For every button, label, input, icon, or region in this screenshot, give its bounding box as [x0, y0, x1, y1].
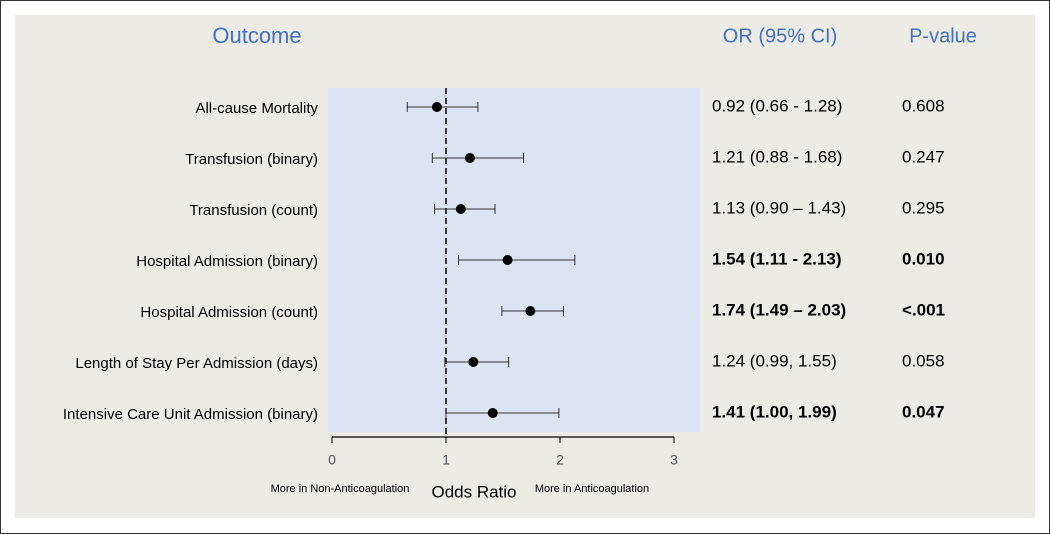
- row-label: Intensive Care Unit Admission (binary): [63, 406, 318, 423]
- point-estimate: [464, 153, 475, 163]
- p-value: 0.608: [902, 96, 945, 115]
- x-tick-label: 3: [670, 452, 678, 468]
- or-label: 1.21 (0.88 - 1.68): [712, 147, 842, 166]
- x-tick-label: 0: [328, 452, 336, 468]
- annotation: More in Anticoagulation: [535, 483, 649, 495]
- or-label: 0.92 (0.66 - 1.28): [712, 96, 842, 115]
- point-estimate: [525, 306, 536, 316]
- point-estimate: [502, 255, 513, 265]
- x-tick-label: 1: [442, 452, 450, 468]
- point-estimate: [487, 408, 498, 418]
- row-label: Hospital Admission (count): [140, 304, 318, 321]
- row-label: Transfusion (count): [189, 202, 318, 219]
- p-value: 0.295: [902, 198, 945, 217]
- or-label: 1.74 (1.49 – 2.03): [712, 300, 846, 319]
- or-label: 1.41 (1.00, 1.99): [712, 402, 837, 421]
- point-estimate: [431, 102, 442, 112]
- p-value: <.001: [902, 300, 945, 319]
- header: P-value: [909, 25, 977, 47]
- annotation: More in Non-Anticoagulation: [271, 483, 410, 495]
- p-value: 0.047: [902, 402, 945, 421]
- header: OR (95% CI): [723, 25, 837, 47]
- header: Outcome: [212, 23, 301, 48]
- or-label: 1.13 (0.90 – 1.43): [712, 198, 846, 217]
- row-label: Transfusion (binary): [185, 151, 318, 168]
- p-value: 0.058: [902, 351, 945, 370]
- or-label: 1.54 (1.11 - 2.13): [712, 249, 841, 268]
- x-tick-label: 2: [556, 452, 564, 468]
- row-label: Hospital Admission (binary): [136, 253, 318, 270]
- row-label: Length of Stay Per Admission (days): [75, 355, 318, 372]
- p-value: 0.010: [902, 249, 945, 268]
- point-estimate: [468, 357, 479, 367]
- x-axis-label: Odds Ratio: [431, 482, 516, 501]
- or-label: 1.24 (0.99, 1.55): [712, 351, 837, 370]
- point-estimate: [455, 204, 466, 214]
- row-label: All-cause Mortality: [195, 100, 318, 117]
- p-value: 0.247: [902, 147, 945, 166]
